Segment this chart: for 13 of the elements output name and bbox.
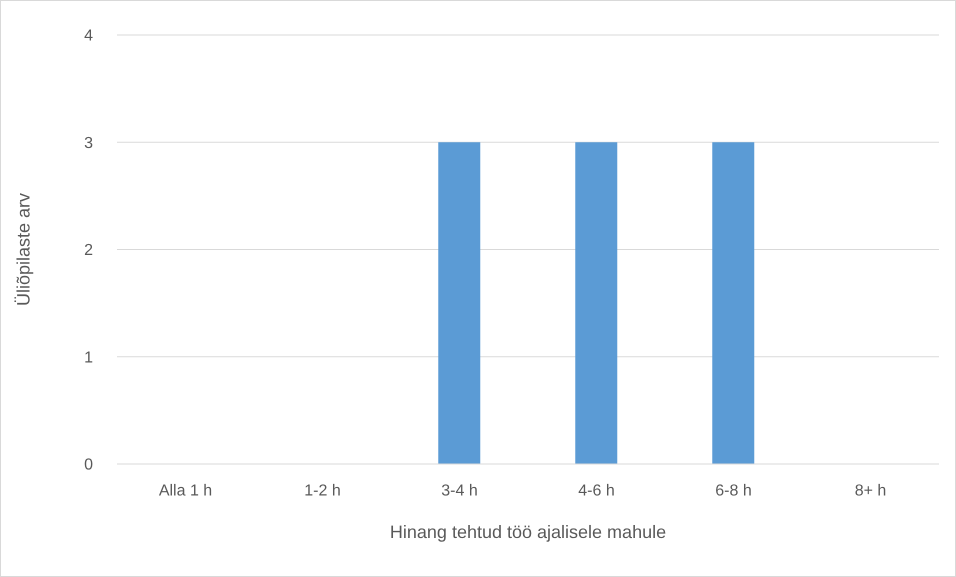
x-tick-label: 1-2 h <box>304 482 341 500</box>
y-tick-label: 0 <box>84 456 94 474</box>
y-tick-label: 3 <box>84 134 94 152</box>
y-tick-label: 2 <box>84 242 94 260</box>
y-tick-label: 1 <box>84 349 94 366</box>
y-axis-title: Üliõpilaste arv <box>13 192 34 306</box>
x-tick-label: 8+ h <box>854 482 886 500</box>
x-tick-label: 4-6 h <box>578 482 615 500</box>
x-axis-title: Hinang tehtud töö ajalisele mahule <box>390 522 666 542</box>
y-tick-label: 4 <box>84 28 94 45</box>
x-tick-label: 3-4 h <box>441 482 478 500</box>
x-tick-label: Alla 1 h <box>158 482 212 500</box>
x-tick-label: 6-8 h <box>715 482 752 500</box>
